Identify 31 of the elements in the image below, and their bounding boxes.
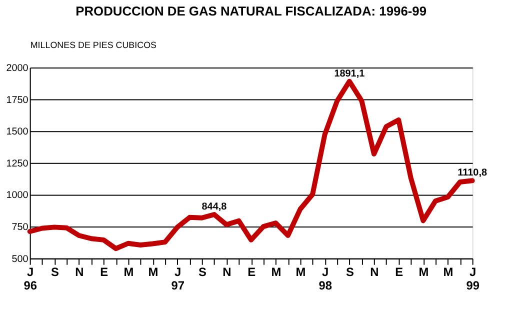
y-tick-label: 2000: [6, 62, 29, 74]
x-tick-label: S: [50, 264, 59, 279]
x-tick-label: J 97: [171, 264, 185, 293]
y-tick-label: 750: [12, 222, 29, 234]
data-label: 1110,8: [458, 168, 488, 179]
x-tick-label: M: [124, 264, 134, 279]
x-tick-label: S: [198, 264, 206, 279]
x-tick-label: N: [222, 264, 232, 279]
x-tick-label: E: [395, 264, 404, 279]
data-label: 1891,1: [334, 68, 366, 80]
x-tick-label: S: [346, 264, 354, 279]
x-tick-label: M: [271, 264, 282, 279]
x-tick-label: E: [100, 264, 108, 279]
x-tick-label: J 96: [24, 264, 38, 293]
x-tick-label: M: [418, 264, 429, 279]
y-tick-label: 1750: [6, 94, 29, 106]
y-tick-label: 1250: [6, 158, 29, 170]
chart-title: PRODUCCION DE GAS NATURAL FISCALIZADA: 1996-99: [76, 4, 427, 19]
data-label: 844,8: [202, 202, 228, 213]
x-tick-label: E: [248, 264, 256, 279]
y-tick-label: 500: [12, 254, 29, 265]
x-tick-label: J 98: [318, 264, 332, 293]
y-tick-label: 1500: [6, 126, 29, 138]
y-axis-title: MILLONES DE PIES CUBICOS: [30, 40, 157, 50]
x-tick-label: J 99: [466, 264, 480, 293]
x-tick-label: N: [75, 264, 84, 279]
x-tick-label: M: [296, 264, 306, 279]
y-tick-label: 1000: [6, 190, 29, 202]
x-tick-label: N: [370, 264, 379, 279]
x-tick-label: M: [148, 264, 158, 279]
x-tick-label: M: [443, 264, 454, 279]
